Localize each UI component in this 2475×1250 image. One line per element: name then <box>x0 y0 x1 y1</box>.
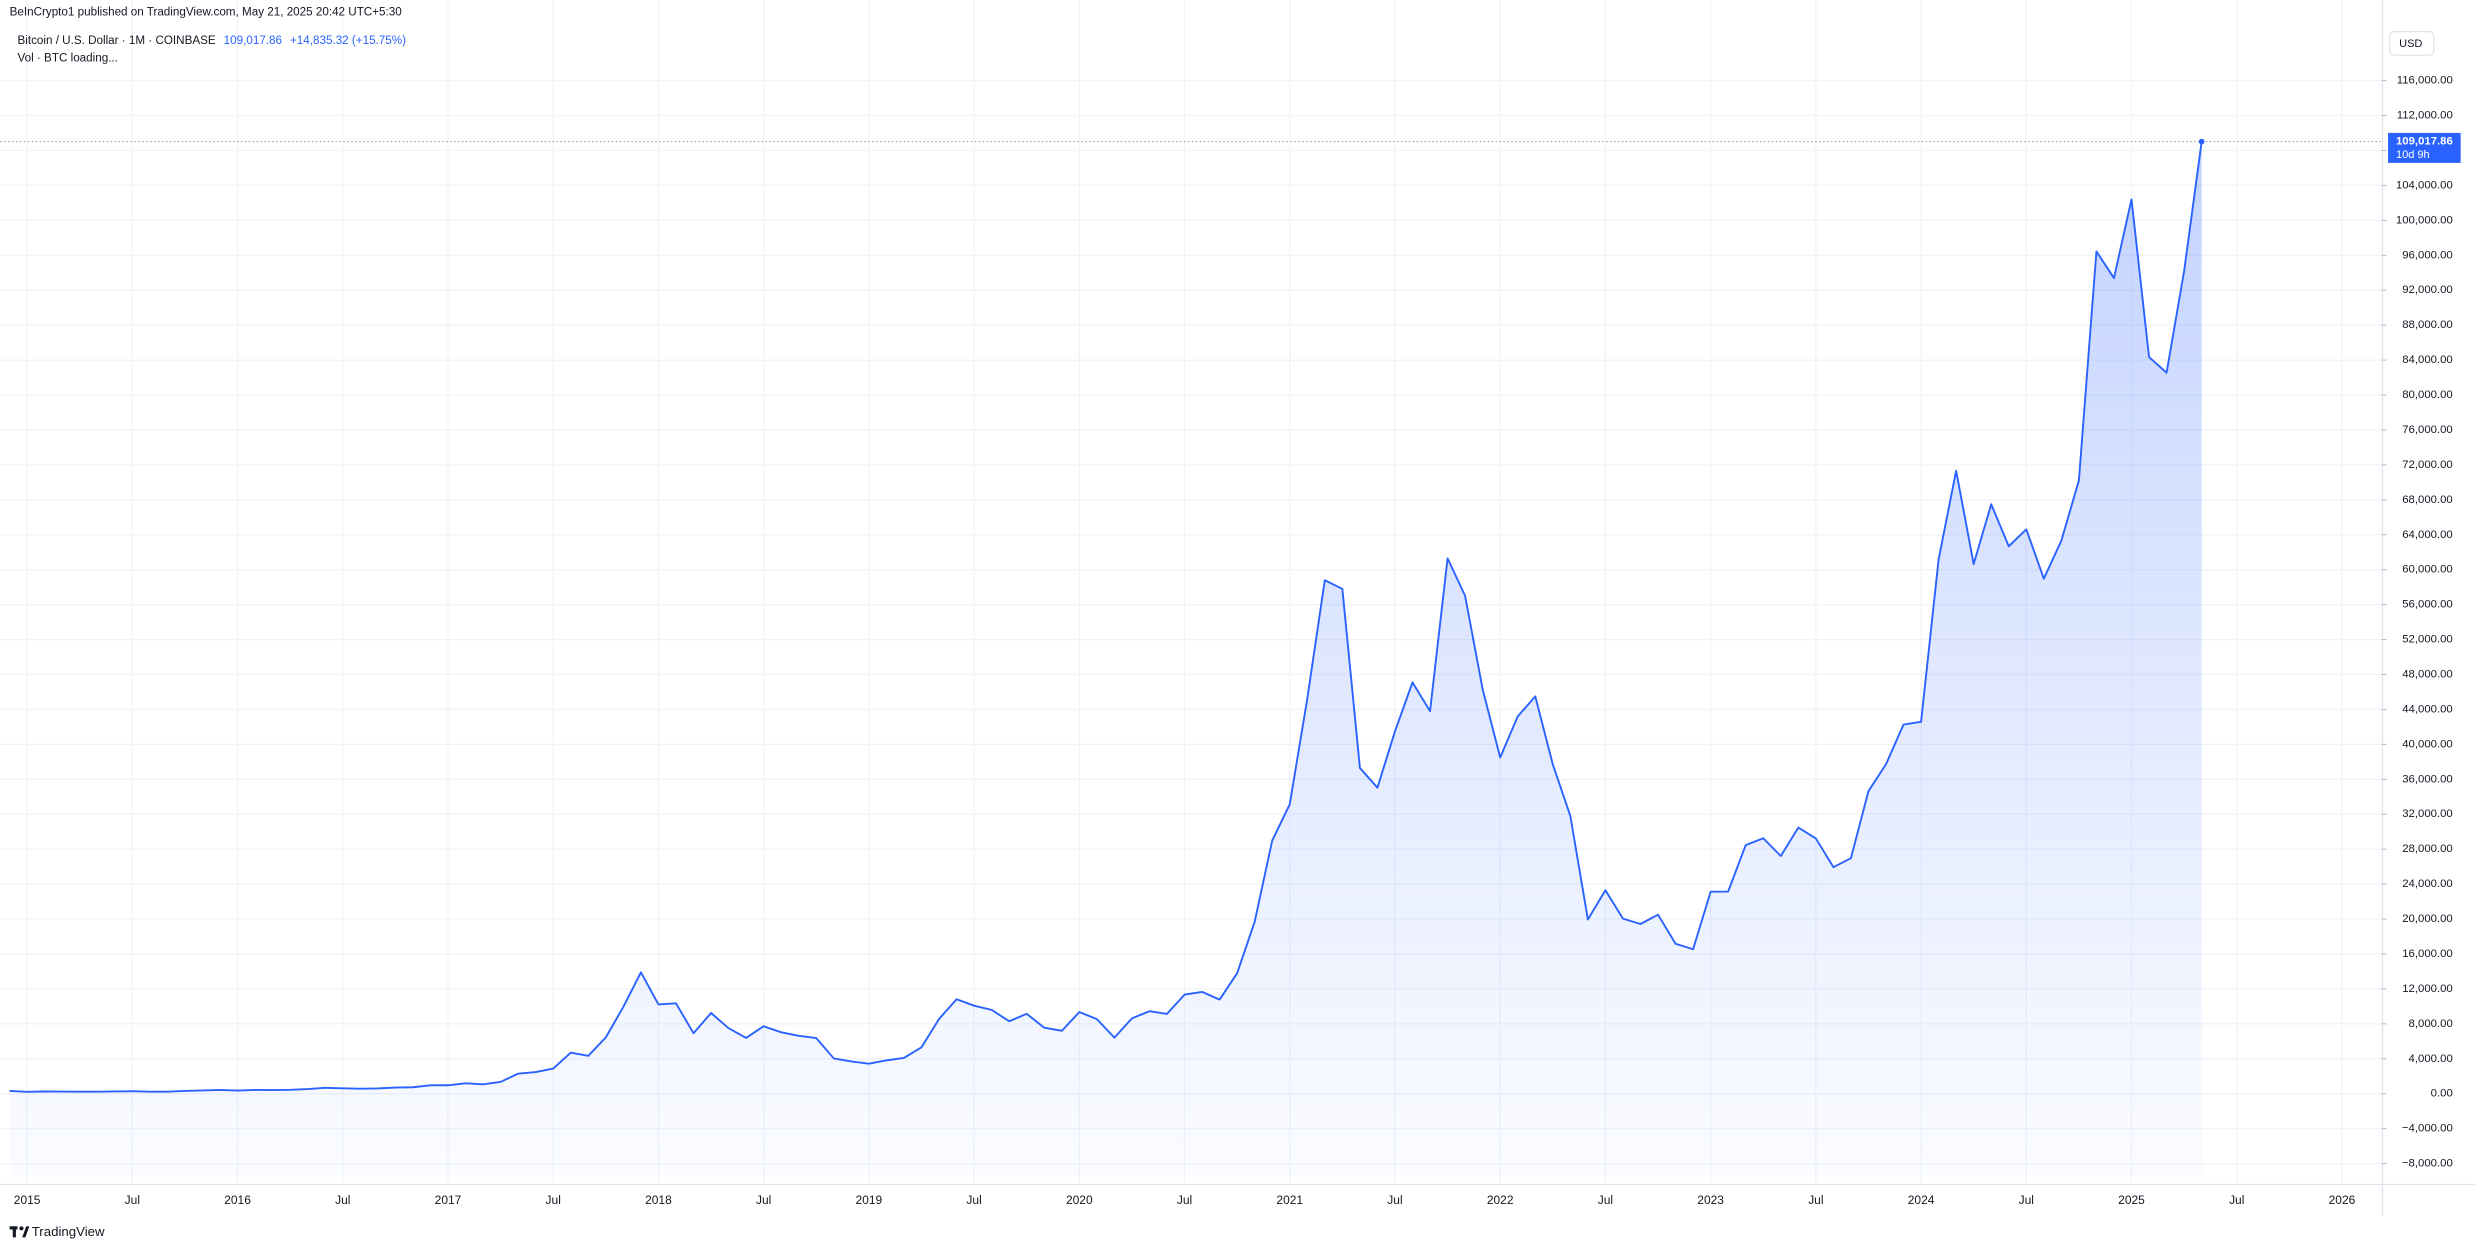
symbol: Bitcoin / U.S. Dollar · 1M · COINBASE <box>17 34 215 47</box>
x-tick-label: Jul <box>335 1193 350 1207</box>
y-tick-label: 12,000.00 <box>2402 983 2453 995</box>
y-tick-label: −4,000.00 <box>2402 1123 2453 1135</box>
currency-button[interactable] <box>2389 30 2435 56</box>
area-fill <box>9 141 2202 1176</box>
last-point <box>2198 138 2205 145</box>
y-tick-label: 80,000.00 <box>2402 389 2453 401</box>
x-tick-label: 2016 <box>224 1193 251 1207</box>
x-tick-label: Jul <box>2019 1193 2034 1207</box>
x-tick-label: Jul <box>756 1193 771 1207</box>
currency-label[interactable]: USD <box>2399 38 2422 50</box>
price-tag <box>2388 132 2461 163</box>
y-tick-label: 100,000.00 <box>2396 214 2453 226</box>
y-tick-label: 88,000.00 <box>2402 319 2453 331</box>
x-tick-label: 2017 <box>435 1193 462 1207</box>
y-tick-label: 40,000.00 <box>2402 738 2453 750</box>
x-tick-label: 2020 <box>1066 1193 1093 1207</box>
x-tick-label: 2025 <box>2118 1193 2145 1207</box>
y-tick-label: 64,000.00 <box>2402 529 2453 541</box>
y-tick-label: 44,000.00 <box>2402 703 2453 715</box>
y-tick-label: 20,000.00 <box>2402 913 2453 925</box>
x-tick-label: 2018 <box>645 1193 672 1207</box>
y-tick-label: 84,000.00 <box>2402 354 2453 366</box>
countdown-label: 10d 9h <box>2396 149 2430 161</box>
y-tick-label: 68,000.00 <box>2402 494 2453 506</box>
y-tick-label: 0.00 <box>2431 1088 2453 1100</box>
x-tick-label: Jul <box>1598 1193 1613 1207</box>
x-tick-label: Jul <box>1177 1193 1192 1207</box>
y-tick-label: 32,000.00 <box>2402 808 2453 820</box>
x-tick-label: Jul <box>1808 1193 1823 1207</box>
y-tick-label: 36,000.00 <box>2402 773 2453 785</box>
symbol-legend: Bitcoin / U.S. Dollar · 1M · COINBASE 10… <box>17 34 406 47</box>
x-tick-label: Jul <box>2229 1193 2244 1207</box>
x-tick-label: 2021 <box>1276 1193 1303 1207</box>
y-tick-label: 96,000.00 <box>2402 249 2453 261</box>
y-tick-label: 112,000.00 <box>2397 110 2453 122</box>
x-tick-label: Jul <box>546 1193 561 1207</box>
x-tick-label: Jul <box>125 1193 140 1207</box>
y-tick-label: 52,000.00 <box>2402 634 2453 646</box>
x-tick-label: 2022 <box>1487 1193 1514 1207</box>
y-tick-label: 56,000.00 <box>2402 599 2453 611</box>
y-tick-label: 4,000.00 <box>2409 1053 2453 1065</box>
axes: −8,000.00 −4,000.00 0.00 4,000.00 8,000.00 12… <box>14 75 2461 1207</box>
price: 109,017.86 <box>224 34 282 47</box>
x-tick-label: 2019 <box>856 1193 883 1207</box>
x-tick-label: Jul <box>966 1193 981 1207</box>
plot <box>0 138 2382 1176</box>
price-tag-label: 109,017.86 <box>2396 136 2453 148</box>
y-tick-label: 76,000.00 <box>2402 424 2453 436</box>
x-tick-label: 2015 <box>14 1193 41 1207</box>
volume-legend: Vol · BTC loading... <box>17 51 117 64</box>
x-tick-label: 2026 <box>2329 1193 2356 1207</box>
price-line <box>9 141 2203 1093</box>
y-tick-label: −8,000.00 <box>2402 1158 2453 1170</box>
y-tick-label: 116,000.00 <box>2397 75 2453 87</box>
logo <box>9 1226 30 1238</box>
y-tick-label: 92,000.00 <box>2402 284 2453 296</box>
y-tick-label: 28,000.00 <box>2402 843 2453 855</box>
y-tick-label: 60,000.00 <box>2402 564 2453 576</box>
published-line: BeInCrypto1 published on TradingView.com… <box>10 6 403 19</box>
y-tick-label: 48,000.00 <box>2402 669 2453 681</box>
x-tick-label: 2023 <box>1697 1193 1724 1207</box>
change: +14,835.32 (+15.75%) <box>290 34 406 47</box>
y-tick-label: 104,000.00 <box>2396 179 2453 191</box>
x-tick-label: 2024 <box>1908 1193 1935 1207</box>
y-tick-label: 72,000.00 <box>2402 459 2453 471</box>
footer-brand: TradingView <box>32 1224 105 1239</box>
y-tick-label: 16,000.00 <box>2402 948 2453 960</box>
y-tick-label: 24,000.00 <box>2402 878 2453 890</box>
x-tick-label: Jul <box>1387 1193 1402 1207</box>
y-tick-label: 8,000.00 <box>2409 1018 2453 1030</box>
